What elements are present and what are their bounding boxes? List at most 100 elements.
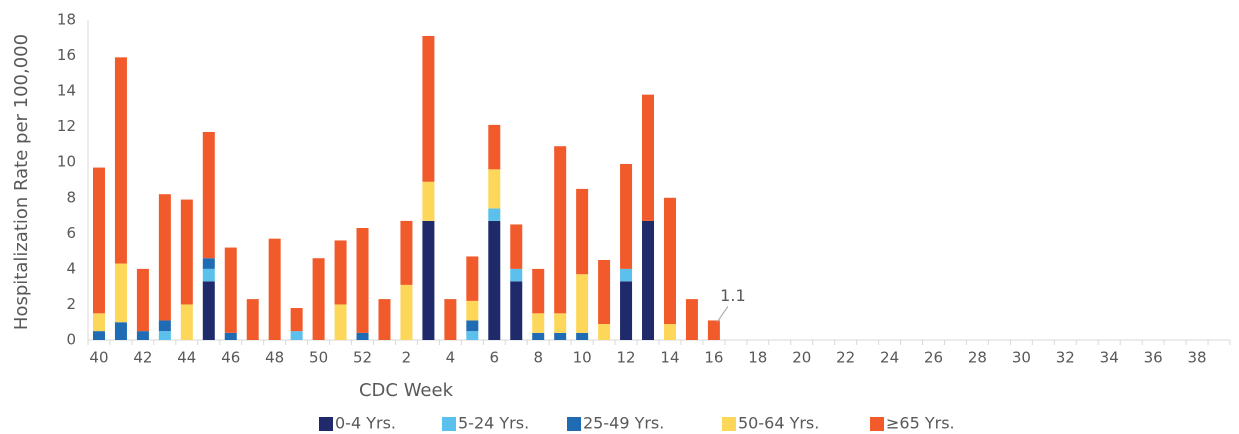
bar-segment <box>268 238 281 340</box>
bar-segment <box>444 299 457 340</box>
bar-segment <box>576 188 589 275</box>
x-tick-label: 26 <box>924 349 943 367</box>
x-tick-label: 20 <box>792 349 811 367</box>
y-tick-label: 4 <box>66 259 76 277</box>
legend-label: 50-64 Yrs. <box>738 414 819 433</box>
bar-segment <box>466 331 479 340</box>
y-tick-label: 0 <box>66 331 76 349</box>
x-tick-label: 8 <box>533 349 543 367</box>
bar-segment <box>532 268 545 314</box>
legend-label: 0-4 Yrs. <box>335 414 396 433</box>
x-tick-label: 12 <box>617 349 636 367</box>
bar-segment <box>488 124 501 170</box>
x-tick-label: 28 <box>968 349 987 367</box>
bar-segment <box>334 304 347 340</box>
bar-segment <box>92 331 105 340</box>
bar-segment <box>422 36 435 182</box>
x-tick-label: 50 <box>309 349 328 367</box>
label-leader <box>716 306 729 323</box>
y-tick-label: 12 <box>57 117 76 135</box>
bar-segment <box>136 331 149 340</box>
x-tick-label: 24 <box>880 349 899 367</box>
data-label: 1.1 <box>720 286 745 305</box>
legend-label: ≥65 Yrs. <box>886 414 955 433</box>
bar-segment <box>620 268 633 282</box>
bar-segment <box>620 281 633 340</box>
x-tick-label: 42 <box>133 349 152 367</box>
bar-segment <box>92 313 105 332</box>
bar-segment <box>158 320 171 332</box>
x-tick-label: 36 <box>1144 349 1163 367</box>
x-axis-title: CDC Week <box>359 380 454 401</box>
y-tick-label: 14 <box>57 82 76 100</box>
y-tick-label: 16 <box>57 46 76 64</box>
bar-segment <box>202 132 215 259</box>
x-tick-label: 16 <box>704 349 723 367</box>
bar-segment <box>224 332 237 340</box>
bar-segment <box>378 299 391 340</box>
bar-segment <box>158 194 171 321</box>
y-tick-label: 8 <box>66 188 76 206</box>
bar-segment <box>202 281 215 340</box>
bar-segment <box>642 220 655 340</box>
bar-segment <box>466 300 479 321</box>
legend-swatch <box>722 417 736 431</box>
bar-segment <box>707 320 720 340</box>
bar-segment <box>554 332 567 340</box>
legend-swatch <box>442 417 456 431</box>
bar-segment <box>202 268 215 282</box>
legend-label: 25-49 Yrs. <box>583 414 664 433</box>
y-tick-label: 10 <box>57 153 76 171</box>
legend-swatch <box>319 417 333 431</box>
bar-segment <box>356 228 369 333</box>
bar-segment <box>576 274 589 333</box>
x-tick-label: 2 <box>402 349 412 367</box>
bar-segment <box>356 332 369 340</box>
bar-segment <box>620 164 633 269</box>
bar-segment <box>290 308 303 332</box>
bar-segment <box>642 94 655 221</box>
bar-segment <box>114 322 127 340</box>
x-tick-label: 40 <box>89 349 108 367</box>
bar-segment <box>400 220 413 285</box>
x-tick-label: 30 <box>1012 349 1031 367</box>
legend-swatch <box>870 417 884 431</box>
bar-segment <box>290 331 303 340</box>
bar-segment <box>180 199 193 305</box>
bar-segment <box>488 220 501 340</box>
bar-segment <box>224 247 237 333</box>
x-tick-label: 48 <box>265 349 284 367</box>
bar-segment <box>576 332 589 340</box>
bar-segment <box>466 256 479 301</box>
bar-segment <box>114 263 127 323</box>
bar-segment <box>488 208 501 221</box>
y-tick-label: 6 <box>66 224 76 242</box>
x-tick-label: 38 <box>1188 349 1207 367</box>
bar-segment <box>554 146 567 314</box>
bar-segment <box>663 197 676 324</box>
bar-segment <box>598 260 611 324</box>
x-tick-label: 18 <box>748 349 767 367</box>
bar-segment <box>598 324 611 340</box>
x-tick-label: 14 <box>660 349 679 367</box>
legend-label: 5-24 Yrs. <box>458 414 529 433</box>
bar-segment <box>510 268 523 282</box>
x-tick-label: 34 <box>1100 349 1119 367</box>
bar-segment <box>136 268 149 332</box>
bar-segment <box>246 299 259 340</box>
y-axis-title: Hospitalization Rate per 100,000 <box>11 34 32 330</box>
bar-segment <box>510 224 523 269</box>
bar-segment <box>663 324 676 340</box>
bar-segment <box>158 331 171 340</box>
x-tick-label: 44 <box>177 349 196 367</box>
x-tick-label: 6 <box>490 349 500 367</box>
x-tick-label: 4 <box>446 349 456 367</box>
bar-segment <box>532 332 545 340</box>
y-tick-label: 2 <box>66 295 76 313</box>
bar-segment <box>400 284 413 340</box>
bar-segment <box>202 258 215 269</box>
bar-segment <box>334 240 347 305</box>
bar-segment <box>312 258 325 340</box>
bar-segment <box>92 167 105 314</box>
y-tick-label: 18 <box>57 11 76 29</box>
